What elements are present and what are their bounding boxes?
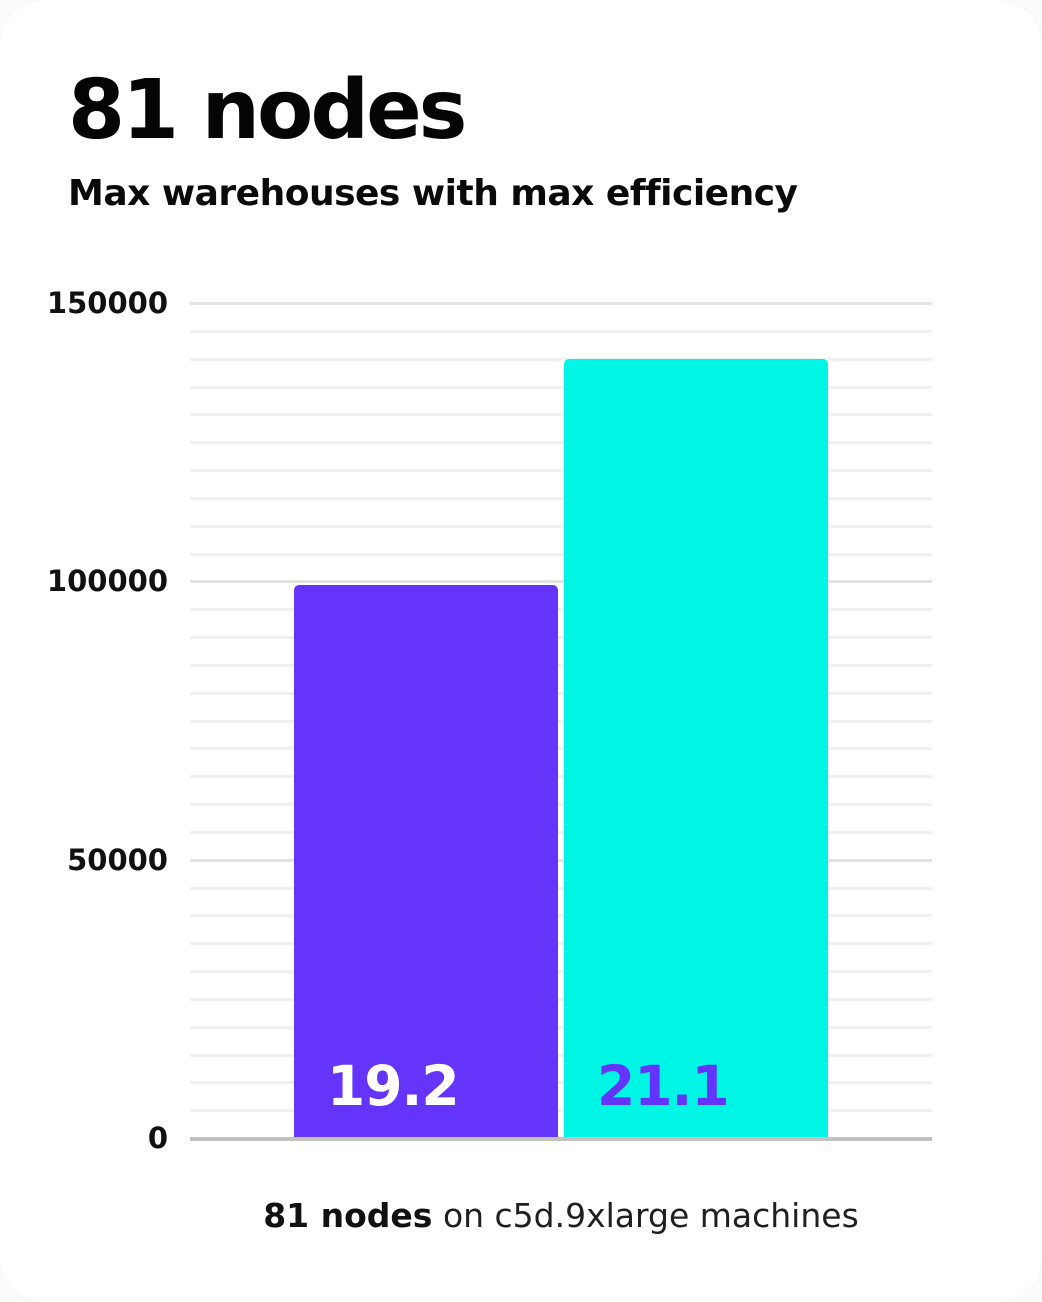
minor-gridline — [190, 413, 932, 417]
y-tick-label: 100000 — [46, 564, 168, 599]
x-axis-baseline — [190, 1137, 932, 1141]
major-gridline — [190, 302, 932, 305]
minor-gridline — [190, 329, 932, 333]
minor-gridline — [190, 775, 932, 779]
caption-regular-text: on c5d.9xlarge machines — [432, 1196, 859, 1235]
minor-gridline — [190, 496, 932, 500]
minor-gridline — [190, 1053, 932, 1057]
minor-gridline — [190, 914, 932, 918]
minor-gridline — [190, 357, 932, 361]
minor-gridline — [190, 608, 932, 612]
minor-gridline — [190, 942, 932, 946]
minor-gridline — [190, 803, 932, 806]
y-tick-label: 0 — [147, 1121, 168, 1155]
minor-gridline — [190, 1109, 932, 1113]
minor-gridline — [190, 747, 932, 751]
minor-gridline — [190, 524, 932, 528]
y-tick-label: 150000 — [46, 286, 168, 320]
major-gridline — [190, 858, 932, 862]
page-subtitle: Max warehouses with max efficiency — [68, 173, 798, 214]
minor-gridline — [190, 441, 932, 445]
minor-gridline — [190, 385, 932, 389]
minor-gridline — [190, 997, 932, 1001]
minor-gridline — [190, 663, 932, 667]
y-tick-label: 50000 — [67, 842, 168, 877]
major-gridline — [190, 580, 932, 584]
bar-19.2: 19.2 — [294, 585, 558, 1138]
minor-gridline — [190, 886, 932, 890]
chart-caption: 81 nodes on c5d.9xlarge machines — [190, 1196, 932, 1236]
minor-gridline — [190, 469, 932, 472]
bar-value-label: 21.1 — [597, 1054, 730, 1118]
minor-gridline — [190, 691, 932, 695]
bar-value-label: 19.2 — [327, 1054, 460, 1118]
minor-gridline — [190, 636, 932, 639]
page-title: 81 nodes — [68, 63, 467, 158]
minor-gridline — [190, 1081, 932, 1085]
minor-gridline — [190, 1025, 932, 1029]
bar-21.1: 21.1 — [564, 358, 828, 1138]
minor-gridline — [190, 970, 932, 973]
minor-gridline — [190, 552, 932, 556]
plot-area: 19.2 21.1 — [190, 302, 932, 1141]
caption-bold-text: 81 nodes — [263, 1196, 433, 1235]
minor-gridline — [190, 719, 932, 723]
minor-gridline — [190, 830, 932, 834]
